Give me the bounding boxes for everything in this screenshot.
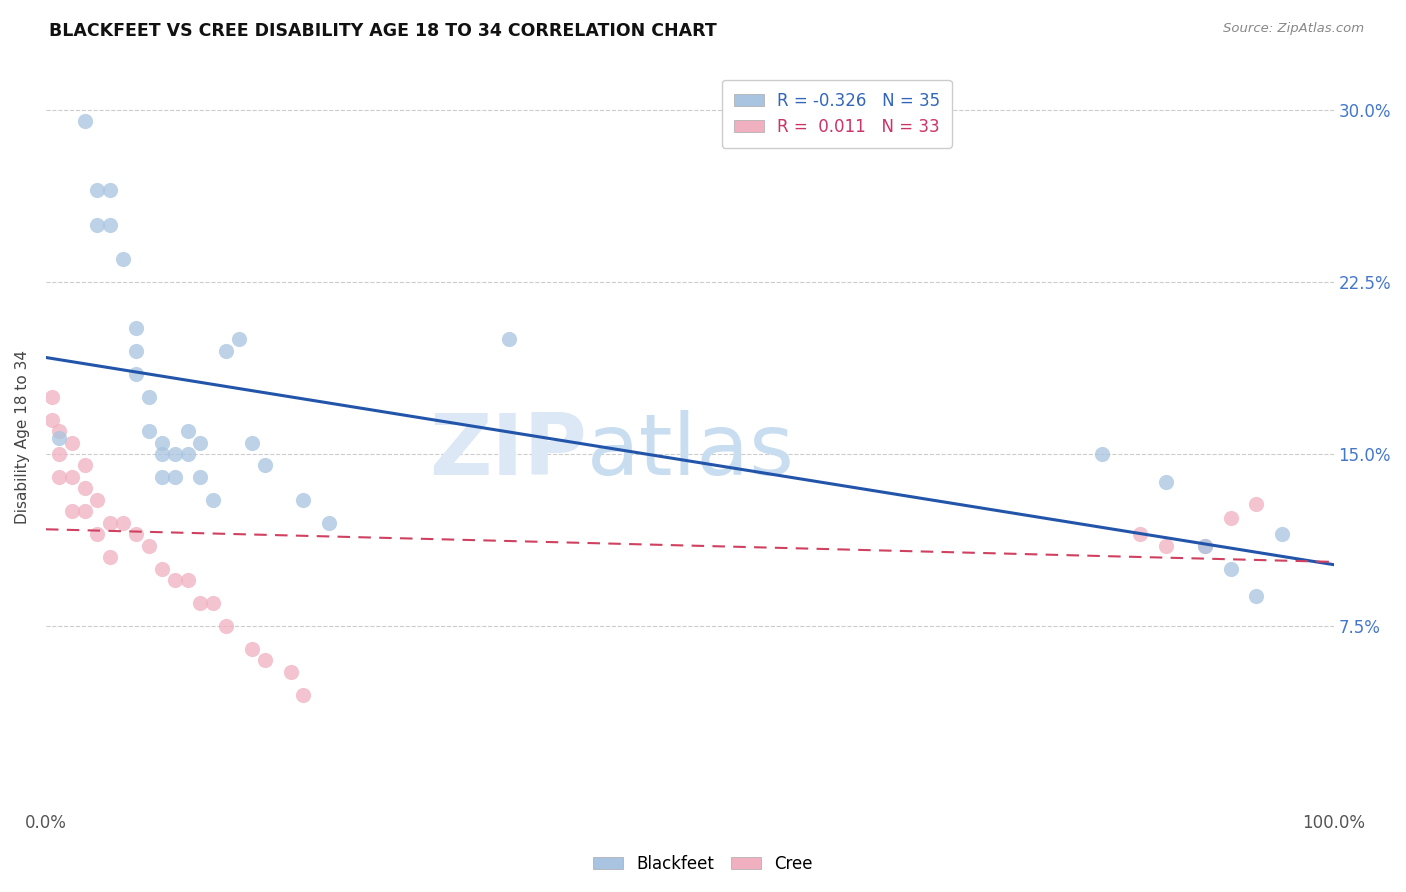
Point bbox=[176, 573, 198, 587]
Point bbox=[150, 470, 173, 484]
Point bbox=[86, 527, 108, 541]
Point bbox=[125, 527, 148, 541]
Point bbox=[253, 653, 276, 667]
Point bbox=[73, 114, 96, 128]
Point bbox=[125, 321, 148, 335]
Point bbox=[1194, 539, 1216, 553]
Point bbox=[86, 492, 108, 507]
Point bbox=[138, 390, 160, 404]
Point bbox=[48, 431, 70, 445]
Point bbox=[190, 596, 212, 610]
Point bbox=[48, 424, 70, 438]
Point bbox=[48, 447, 70, 461]
Point bbox=[176, 424, 198, 438]
Point bbox=[1154, 539, 1177, 553]
Point bbox=[253, 458, 276, 473]
Point bbox=[41, 390, 63, 404]
Point bbox=[150, 447, 173, 461]
Point bbox=[292, 492, 315, 507]
Point bbox=[215, 619, 238, 633]
Text: BLACKFEET VS CREE DISABILITY AGE 18 TO 34 CORRELATION CHART: BLACKFEET VS CREE DISABILITY AGE 18 TO 3… bbox=[49, 22, 717, 40]
Point bbox=[73, 482, 96, 496]
Point bbox=[125, 343, 148, 358]
Point bbox=[318, 516, 340, 530]
Point bbox=[280, 665, 302, 679]
Point bbox=[86, 218, 108, 232]
Point bbox=[215, 343, 238, 358]
Legend: Blackfeet, Cree: Blackfeet, Cree bbox=[586, 848, 820, 880]
Y-axis label: Disability Age 18 to 34: Disability Age 18 to 34 bbox=[15, 350, 30, 524]
Text: ZIP: ZIP bbox=[429, 410, 586, 493]
Point bbox=[498, 332, 520, 346]
Point bbox=[176, 447, 198, 461]
Point bbox=[73, 458, 96, 473]
Point bbox=[125, 367, 148, 381]
Text: Source: ZipAtlas.com: Source: ZipAtlas.com bbox=[1223, 22, 1364, 36]
Point bbox=[163, 573, 186, 587]
Point bbox=[163, 470, 186, 484]
Point bbox=[150, 435, 173, 450]
Point bbox=[202, 596, 225, 610]
Point bbox=[41, 412, 63, 426]
Text: atlas: atlas bbox=[586, 410, 794, 493]
Point bbox=[190, 435, 212, 450]
Point bbox=[1219, 562, 1241, 576]
Point bbox=[292, 688, 315, 702]
Point bbox=[98, 183, 121, 197]
Point bbox=[98, 516, 121, 530]
Point bbox=[1129, 527, 1152, 541]
Point bbox=[98, 550, 121, 565]
Point bbox=[228, 332, 250, 346]
Point bbox=[60, 435, 83, 450]
Point bbox=[1246, 589, 1268, 603]
Point bbox=[1219, 511, 1241, 525]
Point bbox=[73, 504, 96, 518]
Point bbox=[240, 642, 263, 657]
Point bbox=[1271, 527, 1294, 541]
Point bbox=[60, 504, 83, 518]
Point bbox=[150, 562, 173, 576]
Point bbox=[1246, 498, 1268, 512]
Point bbox=[48, 470, 70, 484]
Point bbox=[98, 218, 121, 232]
Point bbox=[138, 424, 160, 438]
Point bbox=[1091, 447, 1114, 461]
Point bbox=[202, 492, 225, 507]
Point bbox=[60, 470, 83, 484]
Point bbox=[86, 183, 108, 197]
Point bbox=[138, 539, 160, 553]
Point bbox=[112, 516, 135, 530]
Legend: R = -0.326   N = 35, R =  0.011   N = 33: R = -0.326 N = 35, R = 0.011 N = 33 bbox=[723, 80, 952, 147]
Point bbox=[163, 447, 186, 461]
Point bbox=[1154, 475, 1177, 489]
Point bbox=[1194, 539, 1216, 553]
Point bbox=[190, 470, 212, 484]
Point bbox=[112, 252, 135, 266]
Point bbox=[240, 435, 263, 450]
